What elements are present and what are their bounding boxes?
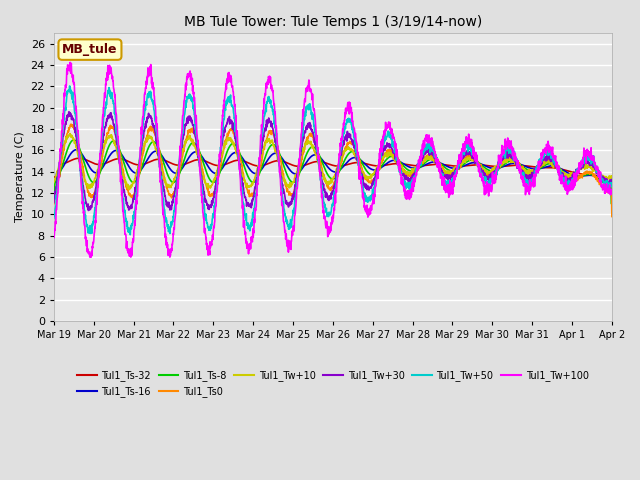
Text: MB_tule: MB_tule [62, 43, 118, 56]
Title: MB Tule Tower: Tule Temps 1 (3/19/14-now): MB Tule Tower: Tule Temps 1 (3/19/14-now… [184, 15, 482, 29]
Legend: Tul1_Ts-32, Tul1_Ts-16, Tul1_Ts-8, Tul1_Ts0, Tul1_Tw+10, Tul1_Tw+30, Tul1_Tw+50,: Tul1_Ts-32, Tul1_Ts-16, Tul1_Ts-8, Tul1_… [73, 366, 593, 401]
Y-axis label: Temperature (C): Temperature (C) [15, 132, 25, 222]
